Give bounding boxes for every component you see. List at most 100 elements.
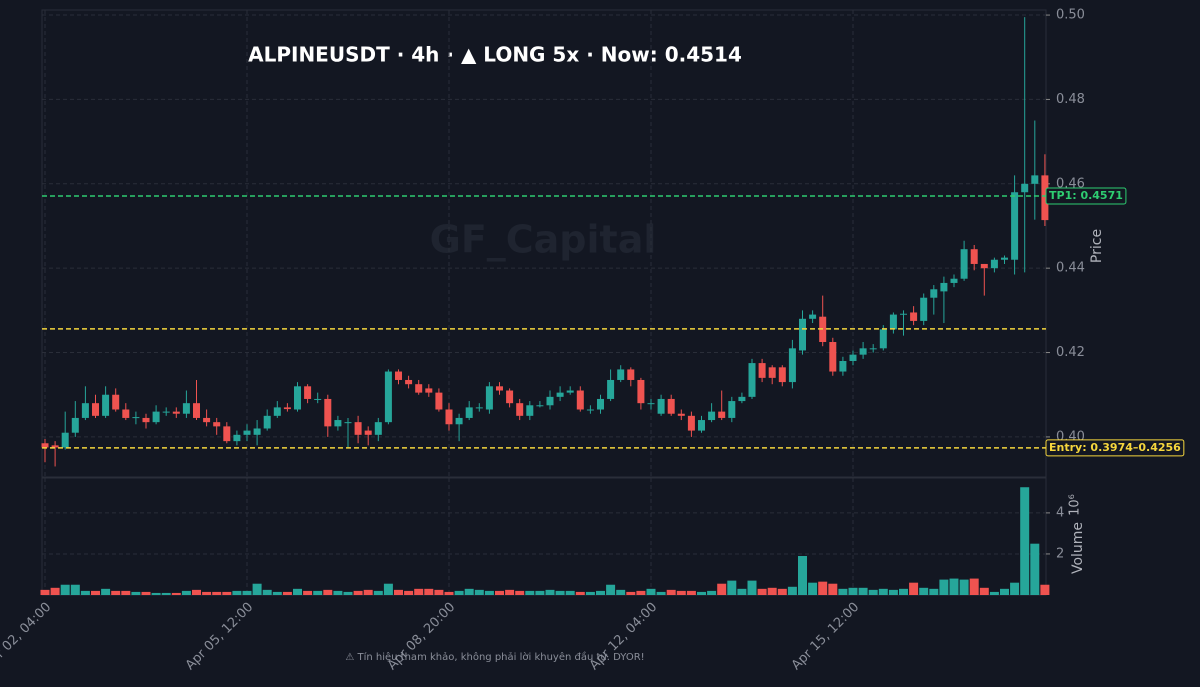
candle-body — [576, 390, 584, 410]
volume-multiplier: 10⁶ — [1068, 494, 1083, 516]
volume-bar — [444, 591, 454, 595]
candle-body — [990, 259, 998, 269]
volume-bar — [1020, 487, 1030, 595]
candle-body — [182, 403, 190, 414]
volume-bar — [858, 587, 868, 595]
volume-bar — [1040, 584, 1050, 595]
candle-body — [900, 313, 907, 315]
volume-bar — [1030, 543, 1040, 595]
candle-body — [81, 403, 89, 418]
volume-bar — [979, 587, 989, 595]
volume-bar — [525, 590, 535, 595]
volume-bar — [585, 591, 595, 595]
volume-bar — [424, 588, 434, 595]
y-tick-label: 0.44 — [1056, 261, 1085, 276]
volume-bar — [60, 584, 70, 595]
chart-title: ALPINEUSDT · 4h · ▲ LONG 5x · Now: 0.451… — [248, 43, 742, 67]
volume-bar — [838, 588, 848, 595]
candle-body — [829, 342, 837, 372]
candle-body — [799, 318, 806, 351]
volume-bar — [919, 587, 929, 595]
volume-bar — [939, 579, 949, 595]
candle-body — [223, 426, 231, 442]
candle-body — [354, 422, 362, 435]
volume-bar — [737, 588, 747, 595]
candle-body — [102, 394, 110, 416]
volume-bar — [313, 590, 323, 595]
candle-body — [698, 420, 705, 431]
volume-bar — [909, 582, 919, 595]
candle-body — [718, 411, 726, 418]
volume-bar — [414, 588, 424, 595]
volume-bar — [333, 590, 343, 595]
volume-bar — [787, 586, 797, 595]
volume-bar — [222, 591, 232, 595]
volume-bar — [727, 580, 737, 595]
candle-body — [627, 369, 635, 380]
volume-bar — [676, 590, 686, 595]
candle-body — [506, 390, 514, 404]
y-tick-label: 0.50 — [1056, 8, 1085, 23]
candle-body — [364, 430, 372, 435]
candle-body — [647, 403, 655, 405]
candle-body — [152, 411, 160, 423]
volume-bar — [767, 587, 777, 595]
volume-bar — [232, 590, 242, 595]
volume-bar — [121, 590, 131, 595]
candle-body — [940, 282, 948, 292]
volume-bar — [636, 590, 646, 595]
candle-body — [435, 392, 443, 410]
volume-bar — [434, 589, 444, 595]
y-tick-label: 0.48 — [1056, 92, 1085, 107]
candle-body — [748, 363, 756, 397]
candle-body — [162, 411, 170, 413]
candle-body — [51, 445, 59, 448]
candle-body — [930, 289, 938, 298]
volume-bar — [828, 583, 838, 595]
volume-bar — [161, 592, 171, 595]
candle-body — [485, 386, 493, 410]
candle-body — [132, 417, 140, 419]
volume-bar — [798, 556, 807, 595]
volume-bar — [171, 592, 181, 595]
volume-bar — [404, 590, 414, 595]
candle-body — [203, 417, 211, 423]
candle-body — [172, 411, 180, 414]
volume-bar — [777, 588, 787, 595]
candle-body — [657, 398, 665, 414]
candle-body — [213, 422, 221, 427]
candle-body — [859, 348, 867, 355]
candle-body — [950, 278, 958, 283]
volume-bar — [555, 590, 565, 595]
candle-body — [1011, 192, 1019, 260]
volume-bar — [959, 579, 969, 595]
candle-body — [677, 413, 685, 416]
candle-body — [112, 394, 120, 410]
candle-body — [556, 392, 564, 397]
candle-body — [607, 379, 615, 399]
volume-bar — [474, 589, 484, 595]
candle-body — [71, 417, 79, 433]
candle-body — [980, 263, 988, 269]
volume-bar — [383, 583, 393, 595]
candle-body — [687, 415, 695, 431]
volume-bar — [151, 592, 161, 595]
candle-body — [193, 403, 200, 418]
volume-bar — [949, 578, 959, 595]
volume-bar — [70, 584, 80, 595]
candle-body — [61, 432, 69, 448]
candle-body — [304, 386, 312, 399]
volume-bar — [535, 590, 545, 595]
candle-body — [496, 386, 503, 391]
volume-tick-label: 2 — [1056, 546, 1064, 561]
candle-body — [1041, 175, 1049, 221]
volume-bar — [747, 580, 757, 595]
level-label-box — [1045, 187, 1127, 205]
candle-body — [465, 407, 473, 418]
volume-bar — [545, 589, 555, 595]
candle-body — [667, 398, 675, 414]
volume-bar — [666, 589, 676, 595]
volume-bar — [495, 590, 504, 595]
candle-body — [738, 396, 746, 402]
